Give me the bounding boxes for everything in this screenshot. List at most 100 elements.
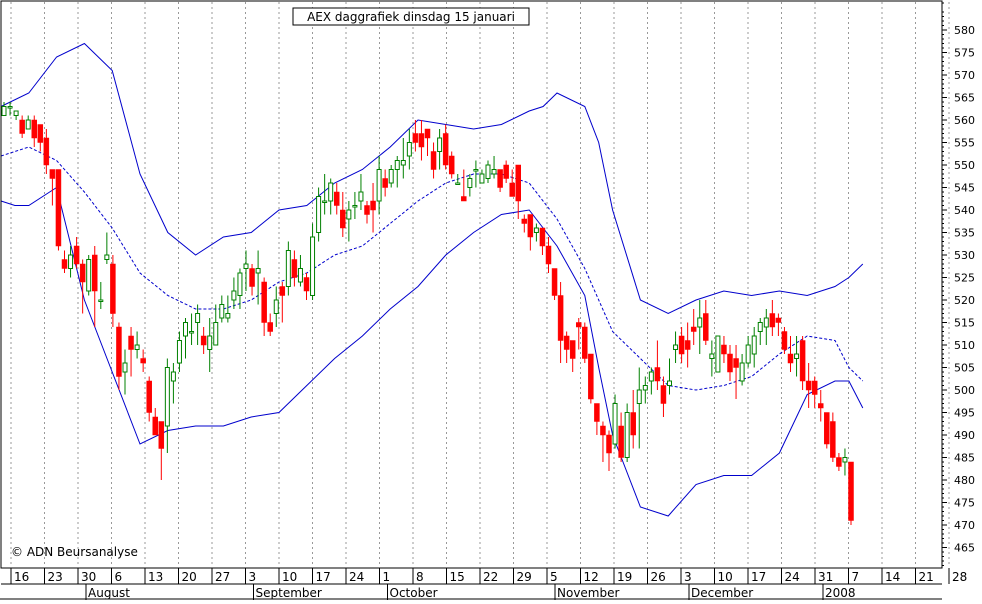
candle bbox=[322, 174, 328, 215]
candle-body bbox=[364, 205, 370, 215]
candle-body bbox=[7, 106, 13, 109]
plot-frame bbox=[0, 0, 943, 569]
candle-body bbox=[630, 412, 636, 436]
candle-body bbox=[600, 425, 606, 436]
candle-body bbox=[751, 335, 757, 355]
candle bbox=[721, 336, 727, 363]
candle-body bbox=[576, 322, 582, 328]
candle bbox=[842, 448, 848, 476]
y-tick-label: 490 bbox=[954, 429, 975, 442]
x-tick-label: 10 bbox=[718, 570, 733, 584]
candle bbox=[92, 246, 98, 327]
candle-body bbox=[140, 358, 146, 364]
candle-body bbox=[805, 380, 812, 391]
y-tick-label: 515 bbox=[954, 317, 975, 330]
candle bbox=[461, 169, 467, 202]
candle bbox=[424, 128, 431, 156]
candle bbox=[195, 304, 201, 345]
candle-body bbox=[249, 268, 255, 287]
x-tick-label: 5 bbox=[550, 570, 558, 584]
candle bbox=[213, 304, 219, 346]
candle bbox=[128, 327, 134, 377]
candle-body bbox=[818, 403, 824, 409]
candle-body bbox=[267, 322, 273, 332]
y-tick-label: 470 bbox=[954, 519, 975, 532]
candle bbox=[642, 376, 648, 404]
candle-body bbox=[297, 268, 303, 283]
candle bbox=[279, 282, 286, 323]
candle-body bbox=[382, 178, 388, 188]
candle bbox=[340, 192, 346, 237]
candle-body bbox=[176, 340, 182, 364]
y-tick-label: 510 bbox=[954, 339, 975, 352]
candle-body bbox=[303, 277, 310, 292]
candle bbox=[25, 115, 31, 130]
candle bbox=[86, 255, 92, 296]
candle-body bbox=[594, 403, 600, 422]
candle-body bbox=[255, 268, 261, 274]
candle-body bbox=[400, 160, 406, 166]
candle-body bbox=[243, 263, 249, 269]
candle-body bbox=[739, 362, 745, 382]
candle bbox=[799, 336, 806, 390]
candle-body bbox=[19, 119, 25, 134]
candle bbox=[757, 318, 763, 345]
candle-body bbox=[830, 421, 836, 458]
candle bbox=[189, 313, 195, 345]
x-tick-label: 17 bbox=[751, 570, 766, 584]
candle bbox=[594, 403, 600, 435]
candle-body bbox=[733, 358, 739, 368]
y-tick-label: 530 bbox=[954, 249, 975, 262]
candle bbox=[751, 327, 757, 368]
x-tick-label: 23 bbox=[48, 570, 63, 584]
candle-body bbox=[358, 191, 364, 202]
candle-body bbox=[43, 137, 50, 166]
x-tick-label: 21 bbox=[919, 570, 934, 584]
x-tick-label: 3 bbox=[684, 570, 692, 584]
candle-body bbox=[467, 178, 473, 188]
candle bbox=[745, 336, 751, 368]
chart-title-box: AEX daggrafiek dinsdag 15 januari bbox=[292, 7, 530, 26]
candle-body bbox=[370, 200, 376, 211]
candle bbox=[243, 250, 249, 291]
x-tick-label: 24 bbox=[785, 570, 800, 584]
candle-body bbox=[727, 353, 733, 373]
candle bbox=[775, 313, 782, 336]
candle bbox=[346, 201, 352, 242]
candle bbox=[364, 201, 370, 224]
candle-body bbox=[690, 326, 697, 332]
candle-body bbox=[673, 344, 679, 350]
candle-body bbox=[757, 322, 763, 332]
candle bbox=[667, 358, 672, 395]
candle bbox=[448, 151, 455, 179]
candle bbox=[68, 246, 74, 278]
y-tick-label: 540 bbox=[954, 204, 975, 217]
candle-body bbox=[848, 461, 854, 521]
candle-body bbox=[479, 173, 485, 184]
x-tick-label: 19 bbox=[617, 570, 632, 584]
candle-body bbox=[491, 169, 497, 175]
candle-body bbox=[73, 245, 80, 265]
upper-band-line bbox=[0, 42, 864, 315]
x-tick-label: 13 bbox=[148, 570, 163, 584]
x-tick-label: 10 bbox=[282, 570, 297, 584]
candle bbox=[237, 268, 243, 309]
candle bbox=[13, 110, 19, 120]
candle bbox=[219, 295, 225, 323]
candle bbox=[769, 300, 776, 336]
candle-body bbox=[448, 155, 455, 175]
candle bbox=[739, 354, 745, 386]
candle bbox=[811, 376, 818, 408]
candle-body bbox=[79, 263, 86, 283]
candle-body bbox=[134, 344, 140, 350]
candle bbox=[467, 174, 473, 197]
x-tick-label: 29 bbox=[517, 570, 532, 584]
candle-body bbox=[55, 169, 62, 247]
candle bbox=[358, 174, 364, 210]
candle-body bbox=[497, 169, 503, 188]
candle bbox=[624, 403, 630, 462]
candle-body bbox=[158, 421, 165, 449]
lower-band-line bbox=[0, 186, 864, 517]
candle-body bbox=[110, 263, 116, 314]
